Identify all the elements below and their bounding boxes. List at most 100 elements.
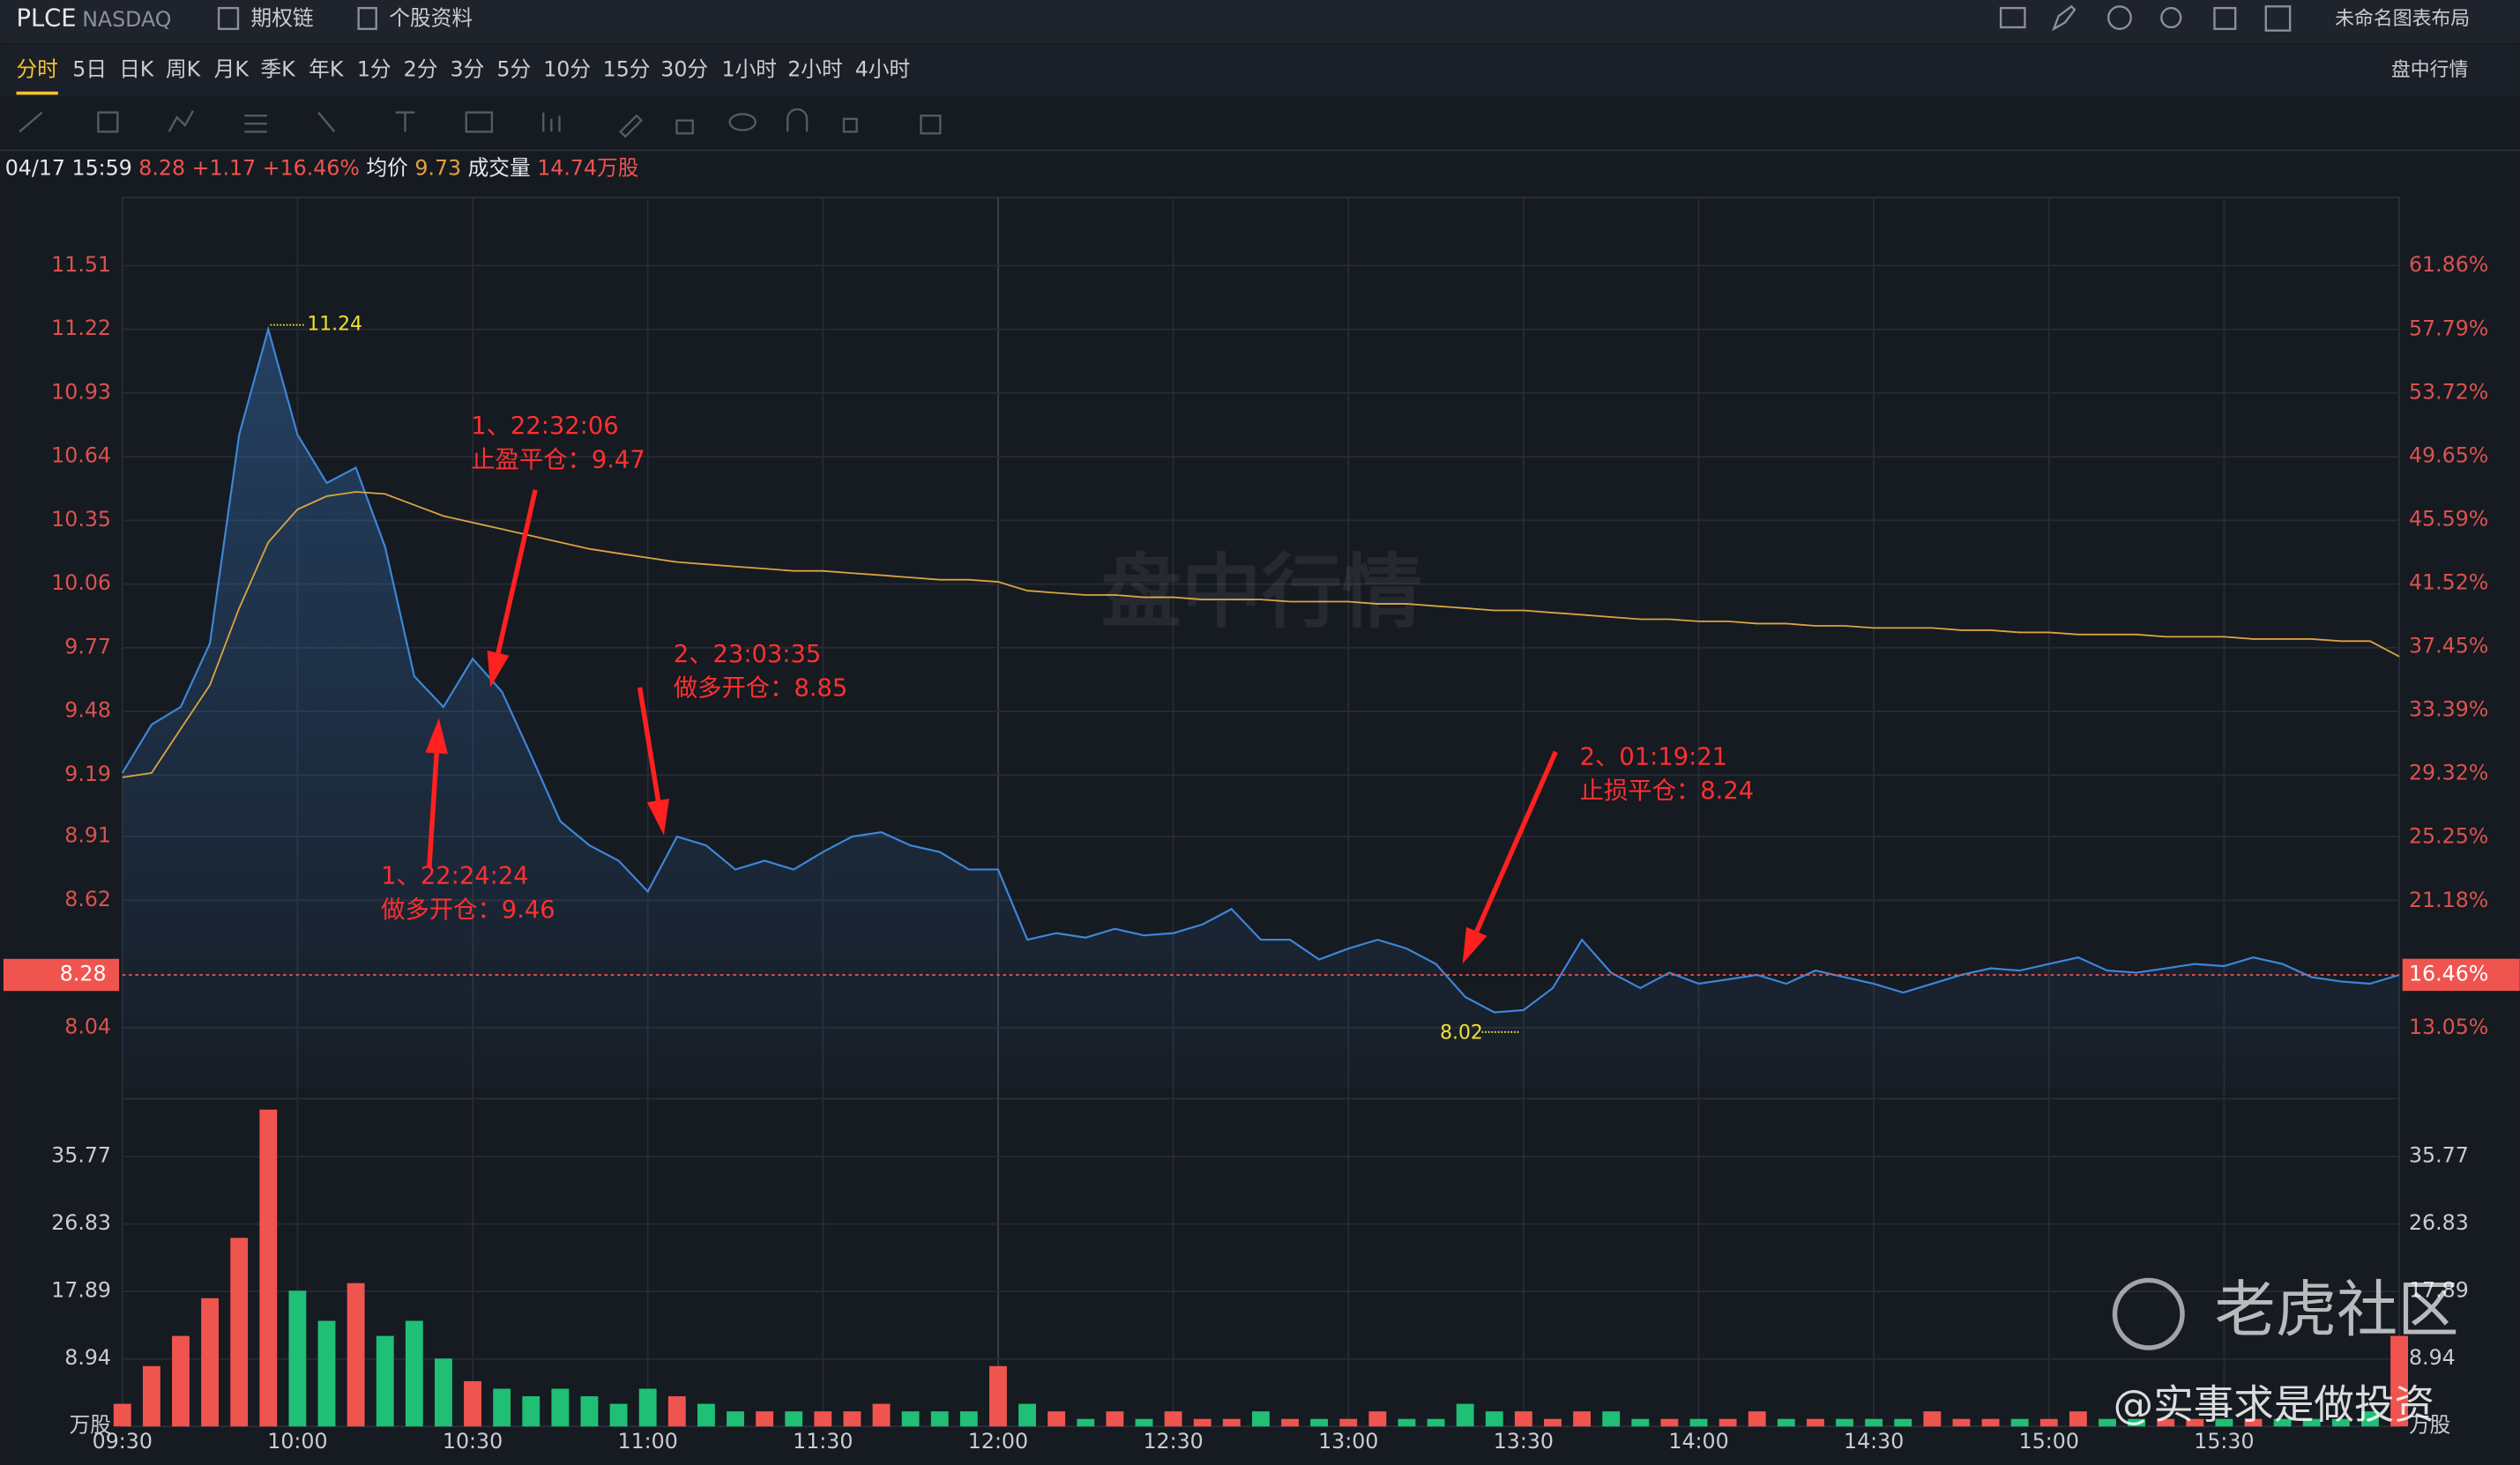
x-tick-label: 10:00: [267, 1429, 327, 1454]
volume-bar: [1222, 1418, 1241, 1427]
y-tick-label: 9.19: [64, 762, 111, 786]
volume-bar: [113, 1403, 131, 1427]
volume-bar: [551, 1388, 570, 1427]
separator: [0, 149, 2520, 152]
layout-name[interactable]: 未命名图表布局: [2335, 8, 2470, 30]
y2-tick-label: 49.65%: [2409, 443, 2488, 468]
y-tick-label: 11.51: [51, 252, 111, 277]
volume-bar: [2361, 1411, 2379, 1427]
annotation-text: 做多开仓：8.85: [674, 674, 848, 702]
period-tab[interactable]: 5分: [496, 57, 531, 82]
annotation-text: 做多开仓：9.46: [381, 896, 555, 924]
volume-bar: [756, 1411, 774, 1427]
annotation-text: 1、22:24:24: [381, 863, 528, 890]
volume-bar: [2186, 1418, 2204, 1427]
volume-unit-right: 万股: [2409, 1413, 2450, 1438]
x-tick-label: 10:30: [443, 1429, 503, 1454]
volume-tick-label: 8.94: [64, 1345, 111, 1370]
y2-tick-label: 45.59%: [2409, 506, 2488, 531]
high-label: 11.24: [307, 314, 362, 336]
volume-bar: [1865, 1418, 1883, 1427]
volume-bar: [1398, 1418, 1416, 1427]
volume-bar: [522, 1396, 541, 1427]
y-tick-label: 10.64: [51, 443, 111, 468]
volume-bar: [1923, 1411, 1942, 1427]
top-bar: [0, 0, 2520, 44]
icon: [357, 6, 377, 30]
price-area: [122, 329, 2400, 1089]
y2-tick-label: 33.39%: [2409, 697, 2488, 722]
annotation-text: 2、01:19:21: [1580, 744, 1727, 771]
link[interactable]: 个股资料: [389, 5, 473, 30]
y-tick-label: 8.62: [64, 887, 111, 911]
volume-bar: [609, 1403, 628, 1427]
period-tab[interactable]: 月K: [214, 57, 250, 82]
volume-bar: [2039, 1418, 2058, 1427]
annotation-text: 止损平仓：8.24: [1580, 777, 1754, 805]
volume-bar: [638, 1388, 657, 1427]
volume-bar: [2010, 1418, 2029, 1427]
period-tab[interactable]: 30分: [660, 57, 708, 82]
y-tick-label: 9.77: [64, 634, 111, 658]
y-tick-label: 10.93: [51, 379, 111, 404]
period-tab[interactable]: 年K: [309, 57, 345, 82]
y2-tick-label: 21.18%: [2409, 888, 2488, 912]
volume-bar: [347, 1283, 365, 1427]
volume-bar: [2157, 1418, 2175, 1427]
period-tab[interactable]: 2小时: [787, 57, 842, 82]
last-pct-box: [2402, 958, 2520, 992]
period-tab[interactable]: 1分: [357, 57, 391, 82]
info-datetime: 04/17 15:59: [5, 155, 132, 180]
last-price-label: 8.28: [60, 962, 107, 986]
periods: 分时 5日 日K 周K 月K 季K 年K 1分 2分 3分 5分 10分 15分 30分 1小时 2小时 4小时: [16, 57, 910, 95]
period-tab[interactable]: 周K: [166, 57, 202, 82]
view-select[interactable]: 盘中行情: [2391, 59, 2468, 81]
period-tab[interactable]: 10分: [543, 57, 591, 82]
period-tab[interactable]: 2分: [404, 57, 438, 82]
volume-bar: [843, 1411, 861, 1427]
icon: [217, 6, 240, 30]
volume-bar: [2099, 1418, 2116, 1427]
volume-bar: [1018, 1403, 1036, 1427]
last-price-box: [3, 958, 120, 992]
volume-bar: [667, 1396, 686, 1427]
brand-logo: [2112, 1277, 2185, 1350]
period-tab[interactable]: 季K: [260, 57, 296, 82]
y-tick-label: 9.48: [64, 698, 111, 723]
x-tick-label: 15:30: [2194, 1429, 2254, 1454]
period-tab[interactable]: 4小时: [855, 57, 910, 82]
arrow-head: [425, 718, 448, 755]
volume-bar: [2273, 1418, 2292, 1427]
x-tick-label: 14:30: [1844, 1429, 1904, 1454]
period-tab[interactable]: 分时: [16, 57, 57, 82]
volume-bar: [1339, 1418, 1358, 1427]
period-tab[interactable]: 日K: [119, 57, 155, 82]
volume-bar: [2390, 1335, 2408, 1427]
volume-bar: [1251, 1411, 1270, 1427]
y2-tick-label: 53.72%: [2409, 379, 2488, 404]
annotation-text: 2、23:03:35: [674, 641, 821, 668]
volume-tick-label-right: 17.89: [2409, 1278, 2469, 1303]
x-tick-label: 15:00: [2019, 1429, 2079, 1454]
volume-bar: [1135, 1418, 1153, 1427]
period-tab[interactable]: 5日: [72, 57, 107, 82]
chart-area: 09:30 10:00 10:30 11:00 11:30 12:00 12:30 13:00…: [3, 197, 2520, 1454]
volume-bar: [1719, 1418, 1737, 1427]
y2-tick-label: 25.25%: [2409, 824, 2488, 849]
ticker: PLCE: [16, 4, 76, 32]
annotation-text: 止盈平仓：9.47: [471, 447, 645, 474]
volume-bar: [288, 1290, 307, 1427]
volume-tick-label-right: 8.94: [2409, 1345, 2456, 1370]
volume-bar: [376, 1335, 394, 1427]
annotation-arrow: [427, 753, 439, 868]
toolbar-icons: [1999, 4, 2292, 32]
period-tab[interactable]: 3分: [451, 57, 485, 82]
volume-tick-label: 17.89: [51, 1278, 111, 1303]
period-tab[interactable]: 1小时: [722, 57, 777, 82]
volume-bar: [1368, 1411, 1387, 1427]
period-tab[interactable]: 15分: [603, 57, 651, 82]
link[interactable]: 期权链: [251, 5, 314, 30]
volume-bar: [697, 1403, 715, 1427]
y2-tick-label: 13.05%: [2409, 1015, 2488, 1039]
volume-bar: [317, 1320, 336, 1427]
